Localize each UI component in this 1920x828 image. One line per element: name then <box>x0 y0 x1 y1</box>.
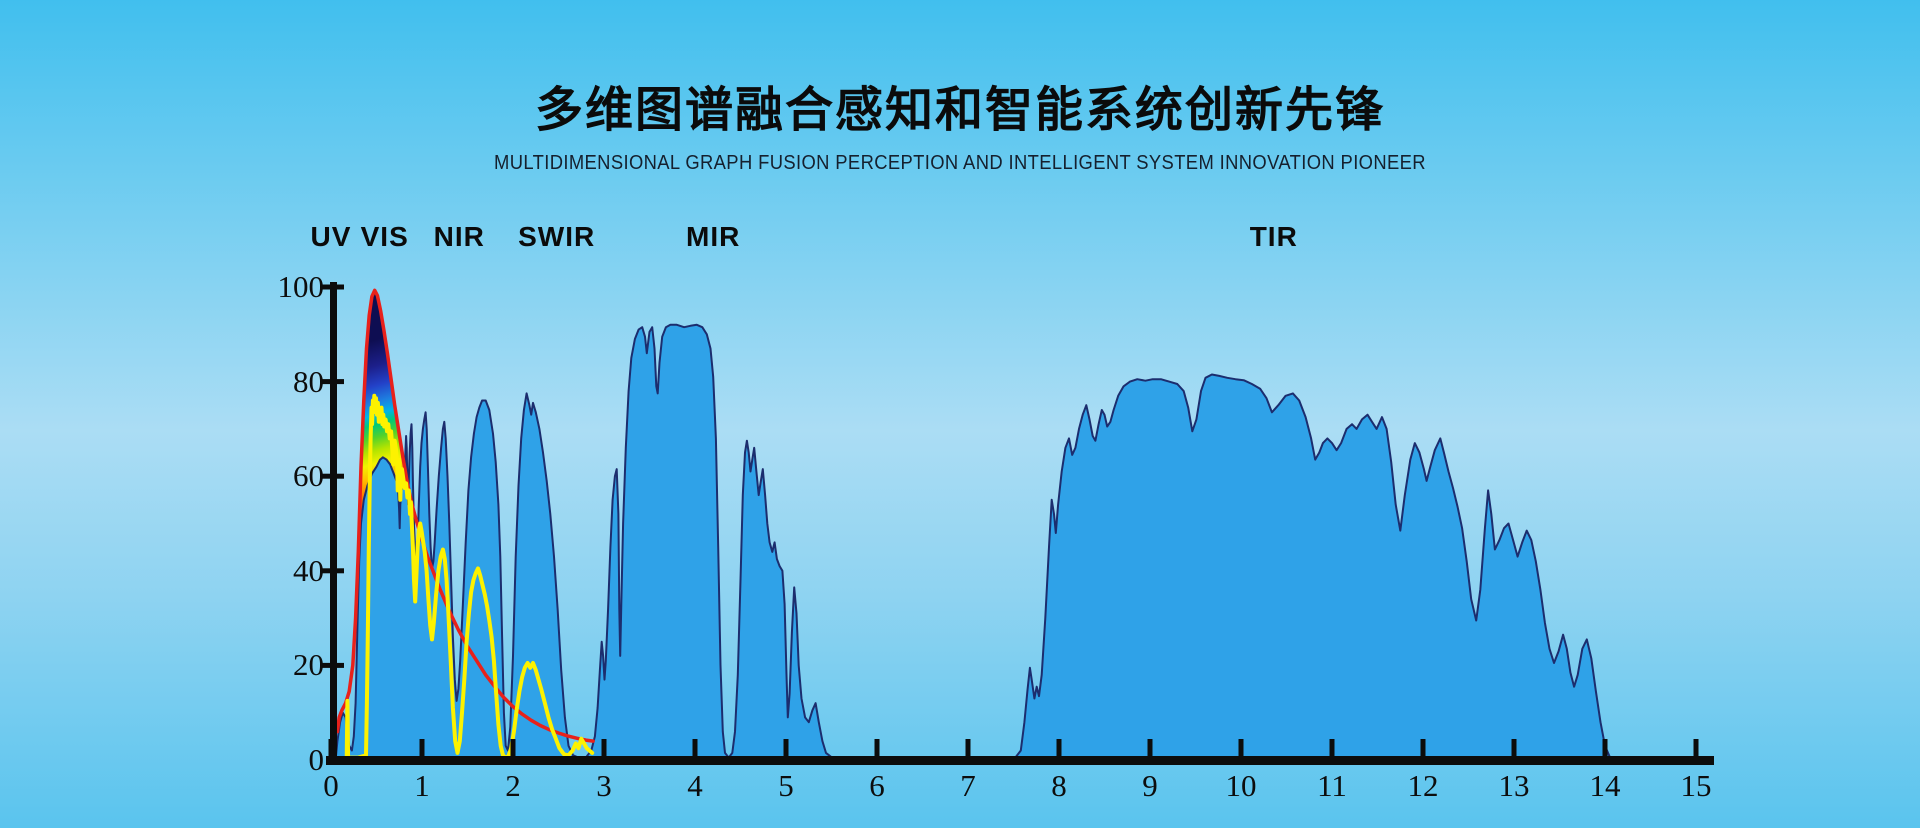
x-tick-label: 0 <box>323 768 339 803</box>
x-tick <box>1147 739 1153 757</box>
y-tick-label: 100 <box>277 269 325 304</box>
x-tick-label: 2 <box>505 768 521 803</box>
y-tick-label: 40 <box>293 552 324 588</box>
band-label-swir: SWIR <box>518 221 596 252</box>
y-tick <box>320 568 344 574</box>
y-tick-label: 0 <box>308 742 325 777</box>
band-label-nir: NIR <box>433 221 485 252</box>
x-tick-label: 4 <box>687 768 703 803</box>
y-tick <box>320 284 344 290</box>
band-label-tir: TIR <box>1249 221 1298 252</box>
band-label-uv: UV <box>310 221 352 252</box>
x-tick-label: 10 <box>1225 768 1257 803</box>
y-tick-label: 20 <box>293 647 324 683</box>
y-tick-label: 60 <box>293 458 324 494</box>
x-axis-line <box>326 756 1714 765</box>
x-tick-label: 1 <box>414 768 430 803</box>
x-tick-label: 13 <box>1498 768 1530 803</box>
band-label-mir: MIR <box>686 221 741 252</box>
x-tick <box>419 739 425 757</box>
x-tick <box>601 739 607 757</box>
x-tick-label: 7 <box>960 768 976 803</box>
solar-irradiance-surface-curve <box>344 393 595 762</box>
x-tick <box>874 739 880 757</box>
atmospheric-transmission-area <box>334 323 1707 761</box>
x-tick-label: 5 <box>778 768 794 803</box>
y-tick <box>320 379 344 385</box>
x-tick-label: 11 <box>1317 768 1347 803</box>
x-tick <box>1511 739 1517 757</box>
x-tick-label: 3 <box>596 768 612 803</box>
x-tick <box>783 739 789 757</box>
axes <box>320 282 1714 765</box>
x-tick-label: 15 <box>1680 768 1712 803</box>
page-title: 多维图谱融合感知和智能系统创新先锋 <box>534 84 1385 137</box>
x-tick-label: 6 <box>869 768 885 803</box>
x-tick <box>1420 739 1426 757</box>
x-tick-label: 9 <box>1142 768 1158 803</box>
x-tick <box>692 739 698 757</box>
x-tick <box>965 739 971 757</box>
x-tick-label: 12 <box>1407 768 1439 803</box>
x-tick-label: 8 <box>1051 768 1067 803</box>
y-tick <box>320 662 344 668</box>
x-tick <box>1056 739 1062 757</box>
x-tick-label: 14 <box>1589 768 1621 803</box>
x-tick <box>1238 739 1244 757</box>
x-tick <box>1329 739 1335 757</box>
y-tick <box>320 473 344 479</box>
x-tick <box>328 739 334 757</box>
x-tick <box>1602 739 1608 757</box>
x-tick <box>510 739 516 757</box>
x-tick <box>1693 739 1699 757</box>
page-subtitle: MULTIDIMENSIONAL GRAPH FUSION PERCEPTION… <box>494 152 1426 174</box>
band-label-vis: VIS <box>360 221 409 252</box>
y-axis-line <box>330 282 337 765</box>
y-tick-label: 80 <box>293 363 324 399</box>
